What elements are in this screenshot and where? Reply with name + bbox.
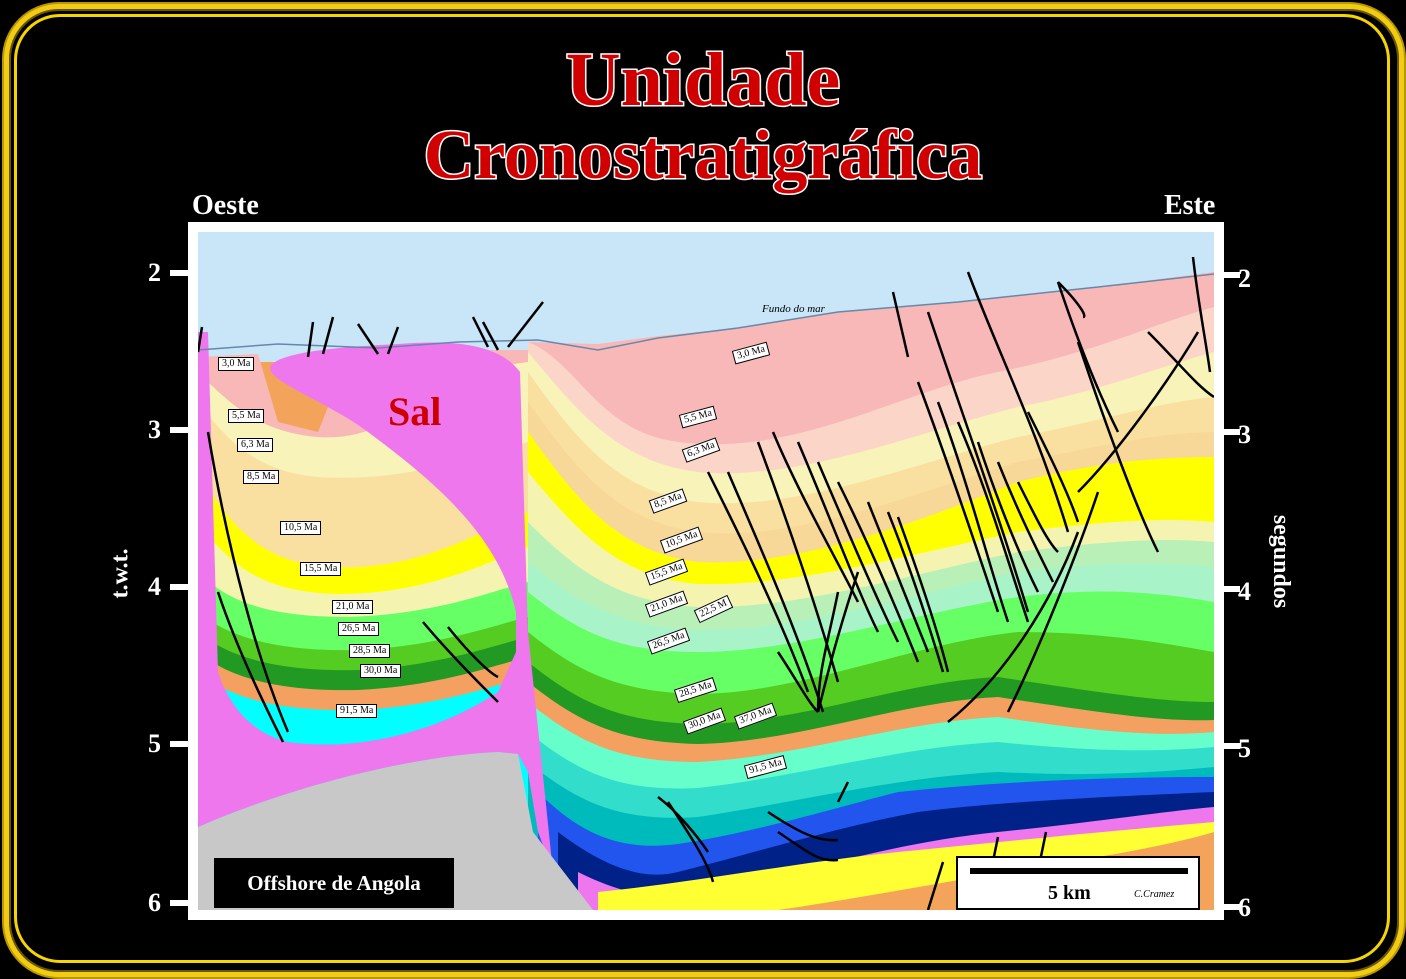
right-tick-mark (1218, 429, 1240, 435)
seafloor-label: Fundo do mar (762, 303, 825, 315)
left-tick-4: 4 (148, 572, 161, 601)
right-tick-mark (1218, 272, 1240, 278)
left-tick-mark (170, 270, 192, 276)
right-tick-mark (1218, 743, 1240, 749)
right-tick-4: 4 (1238, 577, 1251, 606)
left-axis-label: t.w.t. (107, 548, 134, 599)
direction-east: Este (1164, 190, 1216, 221)
age-label-west: 21,0 Ma (332, 600, 374, 614)
age-label-west: 26,5 Ma (338, 622, 380, 636)
inner-frame (14, 14, 1390, 963)
direction-west: Oeste (192, 190, 259, 221)
age-label-west: 3,0 Ma (218, 357, 255, 371)
age-label-west: 15,5 Ma (300, 562, 342, 576)
age-label-west: 91,5 Ma (336, 704, 378, 718)
scale-box: 5 km C.Cramez (956, 856, 1200, 910)
left-tick-6: 6 (148, 888, 161, 917)
left-tick-3: 3 (148, 415, 161, 444)
right-tick-2: 2 (1238, 264, 1251, 293)
salt-label: Sal (388, 389, 442, 434)
right-axis-label: segundos (1268, 514, 1295, 609)
seafloor-line (198, 273, 1214, 351)
right-tick-mark (1218, 586, 1240, 592)
left-tick-mark (170, 900, 192, 906)
scale-bar (970, 868, 1188, 874)
age-label-west: 5,5 Ma (228, 409, 265, 423)
left-tick-mark (170, 427, 192, 433)
age-label-west: 8,5 Ma (243, 470, 280, 484)
title-line-1: Unidade (564, 38, 842, 122)
age-label-west: 6,3 Ma (237, 438, 274, 452)
left-tick-2: 2 (148, 258, 161, 287)
location-label: Offshore de Angola (214, 858, 454, 908)
age-label-west: 30,0 Ma (360, 664, 402, 678)
right-tick-5: 5 (1238, 734, 1251, 763)
right-tick-mark (1218, 904, 1240, 910)
salt-body (198, 332, 553, 872)
geologic-cross-section (198, 232, 1214, 910)
credit-label: C.Cramez (1134, 889, 1175, 900)
left-tick-mark (170, 584, 192, 590)
title-line-2: Cronostratigráfica (422, 116, 984, 195)
right-tick-6: 6 (1238, 893, 1251, 922)
right-tick-3: 3 (1238, 420, 1251, 449)
left-tick-5: 5 (148, 729, 161, 758)
age-label-west: 10,5 Ma (280, 521, 322, 535)
age-label-west: 28,5 Ma (349, 644, 391, 658)
left-tick-mark (170, 741, 192, 747)
scale-label: 5 km (1048, 882, 1091, 904)
